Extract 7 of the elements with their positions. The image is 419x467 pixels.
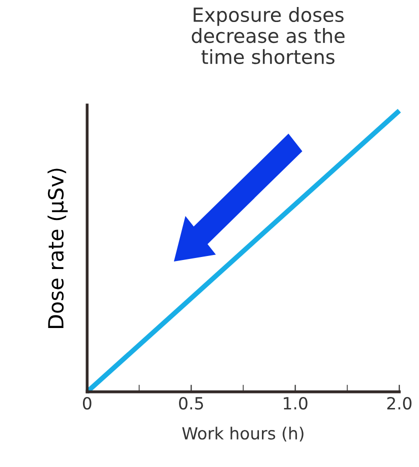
x-tick-label: 1.0 [284, 396, 308, 410]
text: Exposure doses decrease as the time shortens [192, 7, 345, 64]
x-tick-label: 0 [82, 396, 92, 410]
y-axis-title: Dose rate (µSv) [48, 168, 68, 328]
x-tick-label: 2.0 [387, 396, 412, 410]
x-tick-label: 0.5 [179, 396, 203, 410]
x-axis-title: Work hours (h) [182, 426, 304, 442]
